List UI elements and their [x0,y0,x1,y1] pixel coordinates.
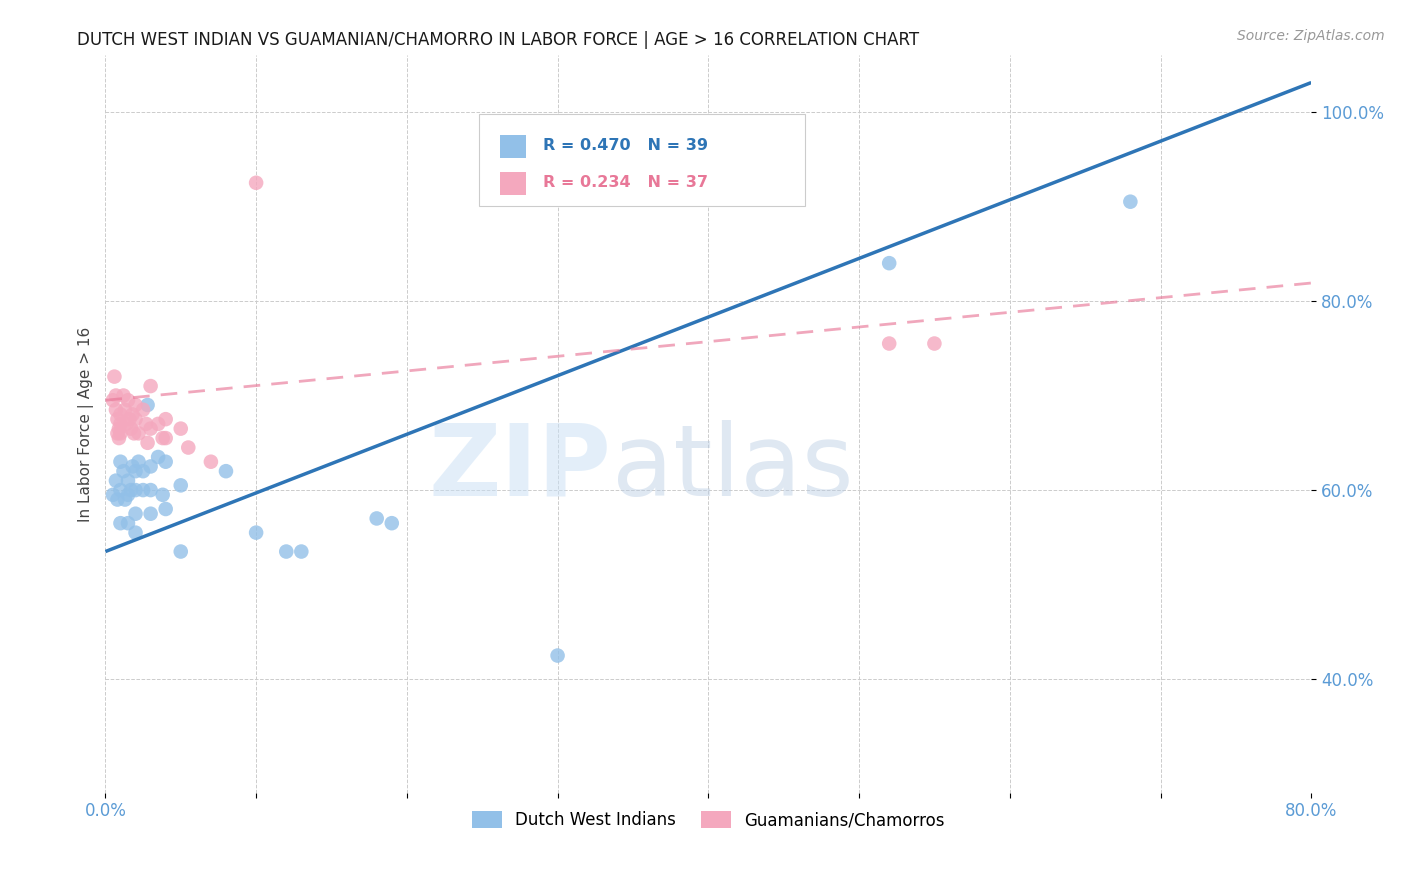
Point [117,516,139,531]
Point [152,431,174,445]
Point [132,402,155,417]
Point [547,648,569,663]
Point [170,478,193,492]
Point [114,492,136,507]
Point [110,426,132,441]
Point [101,488,124,502]
FancyBboxPatch shape [499,171,526,195]
Point [381,516,404,531]
Point [117,393,139,408]
Point [104,474,127,488]
Point [124,398,146,412]
Text: atlas: atlas [612,419,853,516]
Point [155,502,177,516]
Point [103,369,125,384]
Point [135,417,157,431]
Point [121,459,143,474]
Point [124,507,146,521]
Point [146,450,169,464]
Point [290,544,312,558]
Text: Source: ZipAtlas.com: Source: ZipAtlas.com [1237,29,1385,43]
Point [101,393,124,408]
Point [120,422,142,436]
Point [117,488,139,502]
Point [136,398,159,412]
Point [200,455,222,469]
Text: R = 0.470   N = 39: R = 0.470 N = 39 [543,138,709,153]
Point [132,464,155,478]
Point [121,408,143,422]
Point [115,417,138,431]
Point [124,483,146,497]
Point [924,336,946,351]
Point [139,379,162,393]
Point [104,388,127,402]
Point [139,507,162,521]
Point [170,544,193,558]
Y-axis label: In Labor Force | Age > 16: In Labor Force | Age > 16 [79,326,94,522]
Point [139,459,162,474]
Point [110,516,132,531]
Point [139,422,162,436]
Point [108,422,131,436]
Point [114,402,136,417]
Text: R = 0.234   N = 37: R = 0.234 N = 37 [543,175,709,190]
Point [124,412,146,426]
Point [110,417,132,431]
FancyBboxPatch shape [499,135,526,159]
Point [276,544,298,558]
Point [136,435,159,450]
Point [245,176,267,190]
Point [128,455,150,469]
Point [215,464,238,478]
Point [120,483,142,497]
Point [1119,194,1142,209]
Text: DUTCH WEST INDIAN VS GUAMANIAN/CHAMORRO IN LABOR FORCE | AGE > 16 CORRELATION CH: DUTCH WEST INDIAN VS GUAMANIAN/CHAMORRO … [77,31,920,49]
Point [122,426,145,441]
Point [877,256,900,270]
Point [366,511,388,525]
Point [152,488,174,502]
Text: ZIP: ZIP [429,419,612,516]
Point [117,474,139,488]
Point [112,388,135,402]
Point [128,426,150,441]
Legend: Dutch West Indians, Guamanians/Chamorros: Dutch West Indians, Guamanians/Chamorros [465,805,952,836]
Point [110,408,132,422]
Point [118,412,141,426]
Point [245,525,267,540]
Point [177,441,200,455]
Point [108,431,131,445]
Point [107,492,129,507]
Point [110,455,132,469]
Point [132,483,155,497]
Point [107,426,129,441]
Point [112,464,135,478]
Point [155,412,177,426]
Point [170,422,193,436]
Point [139,483,162,497]
Point [104,402,127,417]
Point [155,455,177,469]
Point [155,431,177,445]
Point [110,483,132,497]
Point [124,464,146,478]
Point [124,525,146,540]
Point [146,417,169,431]
FancyBboxPatch shape [479,114,804,206]
Point [877,336,900,351]
Point [107,412,129,426]
